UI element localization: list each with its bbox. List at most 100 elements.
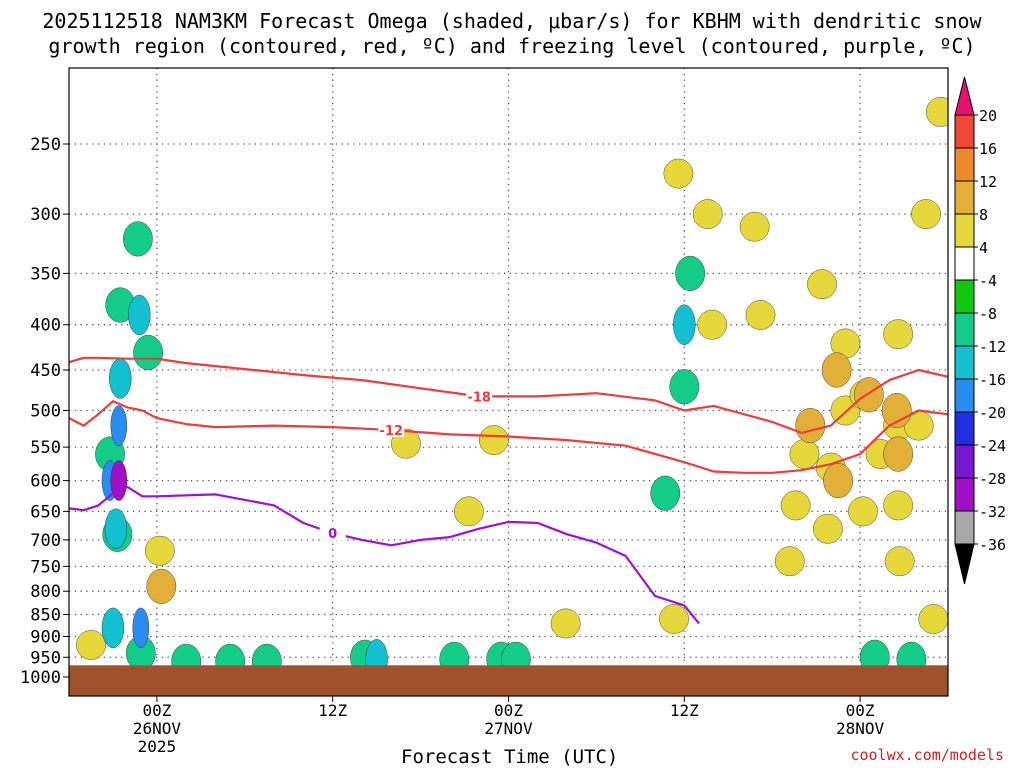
y-axis: 2503003504004505005506006507007508008509… [20, 135, 69, 688]
colorbar-segment [954, 114, 975, 149]
omega-cell [697, 309, 727, 340]
omega-cell [925, 97, 948, 127]
contour-label--12: -12 [380, 424, 404, 439]
omega-cell [132, 607, 150, 649]
omega-cell [883, 436, 914, 472]
omega-cell [110, 460, 128, 501]
omega-cell [807, 269, 837, 300]
y-tick-label: 1000 [20, 668, 61, 688]
omega-cell [104, 508, 128, 549]
omega-cell [76, 630, 106, 660]
omega-cell [854, 377, 884, 413]
omega-cell [479, 425, 509, 455]
y-tick-label: 850 [30, 606, 61, 626]
omega-cell [144, 535, 175, 566]
colorbar-label: 8 [979, 206, 988, 224]
y-tick-label: 950 [30, 648, 61, 668]
omega-cell [133, 334, 163, 371]
omega-cell [673, 304, 696, 345]
x-tick-label: 00Z [142, 701, 171, 720]
omega-cell [918, 604, 948, 634]
colorbar-top-triangle [954, 76, 975, 116]
colorbar-label: -24 [979, 437, 1006, 455]
omega-cell [128, 294, 151, 336]
contour-0 [69, 485, 700, 625]
omega-cell [659, 604, 689, 634]
colorbar-segment [954, 510, 975, 545]
colorbar-segment [954, 477, 975, 512]
contour--18 [69, 356, 948, 434]
omega-cell [454, 496, 484, 527]
colorbar-label: -20 [979, 404, 1006, 422]
omega-cell [823, 463, 853, 499]
omega-cell [110, 405, 128, 446]
contour-label-bg [319, 524, 346, 541]
colorbar-segment [954, 246, 975, 281]
omega-cell [780, 490, 811, 521]
omega-cell [883, 490, 914, 521]
colorbar-label: -12 [979, 338, 1006, 356]
ground-fill [69, 665, 948, 696]
omega-cell [739, 211, 770, 242]
contour--12 [69, 400, 948, 474]
colorbar-label: 16 [979, 140, 997, 158]
colorbar-label: -16 [979, 371, 1006, 389]
colorbar-label: -36 [979, 536, 1006, 554]
omega-cell [146, 568, 177, 604]
y-tick-label: 800 [30, 582, 61, 602]
y-tick-label: 450 [30, 361, 61, 381]
y-tick-label: 700 [30, 531, 61, 551]
y-tick-label: 400 [30, 316, 61, 336]
colorbar-label: -28 [979, 470, 1006, 488]
omega-cell [650, 475, 681, 511]
colorbar-label: -32 [979, 503, 1006, 521]
x-tick-label: 00Z [494, 701, 523, 720]
colorbar-label: 20 [979, 107, 997, 125]
omega-cell [550, 608, 581, 639]
omega-cell [745, 300, 776, 330]
omega-cell [774, 546, 805, 577]
colorbar-segment [954, 180, 975, 215]
x-tick-label: 26NOV [133, 719, 182, 738]
omega-cell [795, 408, 826, 444]
y-tick-label: 300 [30, 205, 61, 225]
y-tick-label: 550 [30, 438, 61, 458]
colorbar-segment [954, 213, 975, 248]
colorbar-label: 12 [979, 173, 997, 191]
omega-cell [813, 513, 843, 544]
x-tick-label: 28NOV [836, 719, 885, 738]
colorbar-segment [954, 411, 975, 446]
colorbar-segment [954, 345, 975, 380]
credit-text: coolwx.com/models [850, 746, 1004, 764]
y-tick-label: 650 [30, 502, 61, 522]
colorbar-segment [954, 444, 975, 479]
y-tick-label: 600 [30, 472, 61, 492]
omega-cell [848, 496, 878, 527]
omega-cell [101, 607, 125, 649]
x-axis-label: Forecast Time (UTC) [401, 746, 619, 768]
x-tick-label: 12Z [670, 701, 699, 720]
x-tick-label: 12Z [318, 701, 347, 720]
x-tick-label: 27NOV [484, 719, 533, 738]
chart-title-line2: growth region (contoured, red, ºC) and f… [48, 34, 976, 58]
omega-cell [884, 546, 915, 577]
contour-label--18: -18 [467, 390, 491, 405]
colorbar-label: 4 [979, 239, 988, 257]
colorbar-segment [954, 312, 975, 347]
omega-cell [883, 319, 914, 350]
ground-band [69, 665, 948, 696]
omega-cell [669, 369, 700, 405]
colorbar-label: -4 [979, 272, 997, 290]
omega-cell [692, 199, 723, 229]
omega-cell [675, 255, 706, 291]
contour-label-bg [378, 420, 405, 437]
colorbar-segment [954, 378, 975, 413]
x-tick-label: 2025 [138, 737, 177, 756]
contour-label-0: 0 [328, 527, 337, 542]
omega-cell [821, 352, 852, 388]
y-tick-label: 900 [30, 627, 61, 647]
colorbar-segment [954, 279, 975, 314]
colorbar: 20 16 12 8 4 -4 -8 -12 -16 -20 -24 -28 -32 -36 [954, 76, 1006, 585]
